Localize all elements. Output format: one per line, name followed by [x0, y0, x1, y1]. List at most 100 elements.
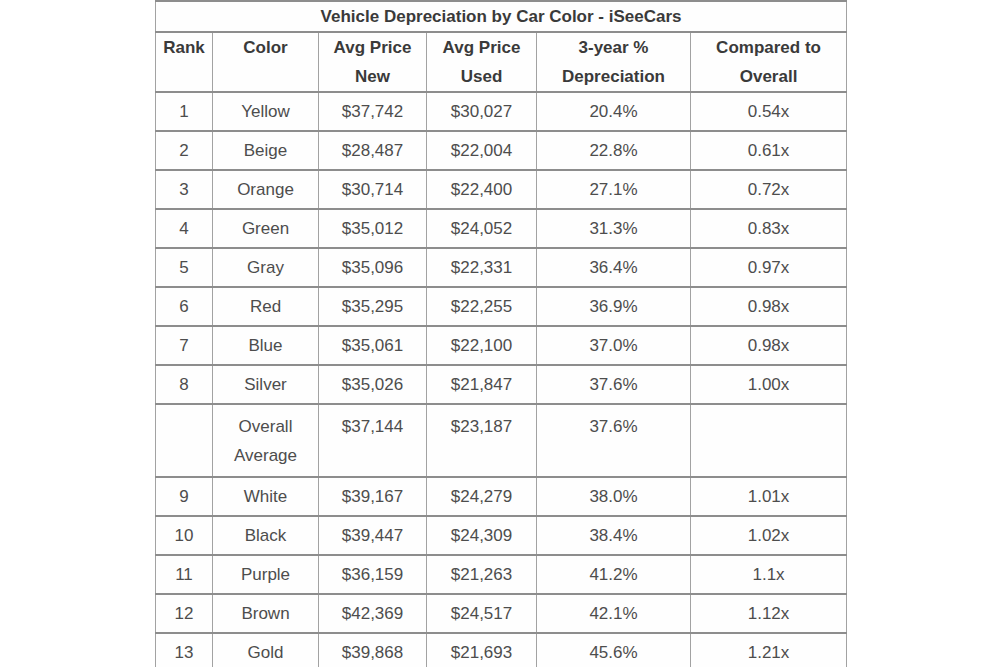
cell-price-new: $39,167 [319, 477, 427, 516]
cell-price-new: $28,487 [319, 131, 427, 170]
cell-color: Green [213, 209, 319, 248]
table-row: 6 Red $35,295 $22,255 36.9% 0.98x [156, 287, 847, 326]
table-row: 12 Brown $42,369 $24,517 42.1% 1.12x [156, 594, 847, 633]
cell-price-used: $24,517 [427, 594, 537, 633]
cell-compared: 1.02x [691, 516, 847, 555]
table-row: 9 White $39,167 $24,279 38.0% 1.01x [156, 477, 847, 516]
column-header-price-used: Avg Price Used [427, 32, 537, 92]
cell-price-new: $35,295 [319, 287, 427, 326]
cell-rank: 2 [156, 131, 213, 170]
cell-rank: 8 [156, 365, 213, 404]
cell-price-used: $21,693 [427, 633, 537, 667]
cell-rank: 12 [156, 594, 213, 633]
cell-depreciation: 36.9% [537, 287, 691, 326]
cell-price-used: $30,027 [427, 92, 537, 131]
cell-price-new: $37,144 [319, 404, 427, 477]
cell-price-used: $22,400 [427, 170, 537, 209]
cell-price-new: $42,369 [319, 594, 427, 633]
cell-rank: 13 [156, 633, 213, 667]
cell-depreciation: 36.4% [537, 248, 691, 287]
depreciation-table-wrapper: Vehicle Depreciation by Car Color - iSee… [155, 0, 847, 667]
column-header-depreciation: 3-year % Depreciation [537, 32, 691, 92]
table-row: 1 Yellow $37,742 $30,027 20.4% 0.54x [156, 92, 847, 131]
cell-compared: 0.83x [691, 209, 847, 248]
column-header-color: Color [213, 32, 319, 92]
cell-color: Gold [213, 633, 319, 667]
cell-price-new: $36,159 [319, 555, 427, 594]
cell-rank [156, 404, 213, 477]
cell-compared: 1.1x [691, 555, 847, 594]
cell-price-new: $35,061 [319, 326, 427, 365]
cell-depreciation: 42.1% [537, 594, 691, 633]
cell-color: Brown [213, 594, 319, 633]
table-row: 3 Orange $30,714 $22,400 27.1% 0.72x [156, 170, 847, 209]
cell-rank: 10 [156, 516, 213, 555]
table-row: 10 Black $39,447 $24,309 38.4% 1.02x [156, 516, 847, 555]
cell-rank: 6 [156, 287, 213, 326]
cell-price-new: $35,012 [319, 209, 427, 248]
cell-compared: 1.01x [691, 477, 847, 516]
cell-rank: 5 [156, 248, 213, 287]
cell-price-new: $39,447 [319, 516, 427, 555]
cell-compared: 1.00x [691, 365, 847, 404]
cell-color: Beige [213, 131, 319, 170]
cell-color: Purple [213, 555, 319, 594]
cell-color: Orange [213, 170, 319, 209]
table-row: 7 Blue $35,061 $22,100 37.0% 0.98x [156, 326, 847, 365]
table-row: 2 Beige $28,487 $22,004 22.8% 0.61x [156, 131, 847, 170]
cell-depreciation: 31.3% [537, 209, 691, 248]
cell-color: Silver [213, 365, 319, 404]
cell-depreciation: 37.6% [537, 404, 691, 477]
cell-depreciation: 22.8% [537, 131, 691, 170]
cell-color: Black [213, 516, 319, 555]
cell-price-used: $22,100 [427, 326, 537, 365]
cell-compared: 0.97x [691, 248, 847, 287]
cell-price-new: $39,868 [319, 633, 427, 667]
cell-price-used: $21,847 [427, 365, 537, 404]
title-row: Vehicle Depreciation by Car Color - iSee… [156, 1, 847, 32]
header-row: Rank Color Avg Price New Avg Price Used … [156, 32, 847, 92]
cell-color: Gray [213, 248, 319, 287]
table-row: 11 Purple $36,159 $21,263 41.2% 1.1x [156, 555, 847, 594]
cell-rank: 1 [156, 92, 213, 131]
cell-price-used: $23,187 [427, 404, 537, 477]
cell-compared: 0.54x [691, 92, 847, 131]
table-row: 8 Silver $35,026 $21,847 37.6% 1.00x [156, 365, 847, 404]
cell-depreciation: 37.0% [537, 326, 691, 365]
cell-color: Yellow [213, 92, 319, 131]
cell-price-new: $35,026 [319, 365, 427, 404]
cell-depreciation: 20.4% [537, 92, 691, 131]
table-row: 5 Gray $35,096 $22,331 36.4% 0.97x [156, 248, 847, 287]
cell-price-used: $22,331 [427, 248, 537, 287]
cell-compared: 0.72x [691, 170, 847, 209]
column-header-rank: Rank [156, 32, 213, 92]
cell-price-used: $24,309 [427, 516, 537, 555]
cell-price-used: $24,279 [427, 477, 537, 516]
cell-compared: 0.98x [691, 287, 847, 326]
cell-price-used: $21,263 [427, 555, 537, 594]
cell-color: Red [213, 287, 319, 326]
cell-price-new: $30,714 [319, 170, 427, 209]
cell-color: White [213, 477, 319, 516]
cell-depreciation: 45.6% [537, 633, 691, 667]
cell-price-used: $22,004 [427, 131, 537, 170]
cell-compared [691, 404, 847, 477]
depreciation-table: Vehicle Depreciation by Car Color - iSee… [155, 0, 847, 667]
column-header-compared: Compared to Overall [691, 32, 847, 92]
column-header-price-new: Avg Price New [319, 32, 427, 92]
table-row-overall-average: Overall Average $37,144 $23,187 37.6% [156, 404, 847, 477]
cell-depreciation: 37.6% [537, 365, 691, 404]
table-title: Vehicle Depreciation by Car Color - iSee… [156, 1, 847, 32]
cell-rank: 7 [156, 326, 213, 365]
cell-price-new: $37,742 [319, 92, 427, 131]
cell-rank: 11 [156, 555, 213, 594]
cell-depreciation: 41.2% [537, 555, 691, 594]
cell-price-used: $22,255 [427, 287, 537, 326]
cell-rank: 4 [156, 209, 213, 248]
cell-color: Blue [213, 326, 319, 365]
cell-rank: 3 [156, 170, 213, 209]
cell-color: Overall Average [213, 404, 319, 477]
cell-rank: 9 [156, 477, 213, 516]
cell-price-new: $35,096 [319, 248, 427, 287]
cell-depreciation: 38.0% [537, 477, 691, 516]
